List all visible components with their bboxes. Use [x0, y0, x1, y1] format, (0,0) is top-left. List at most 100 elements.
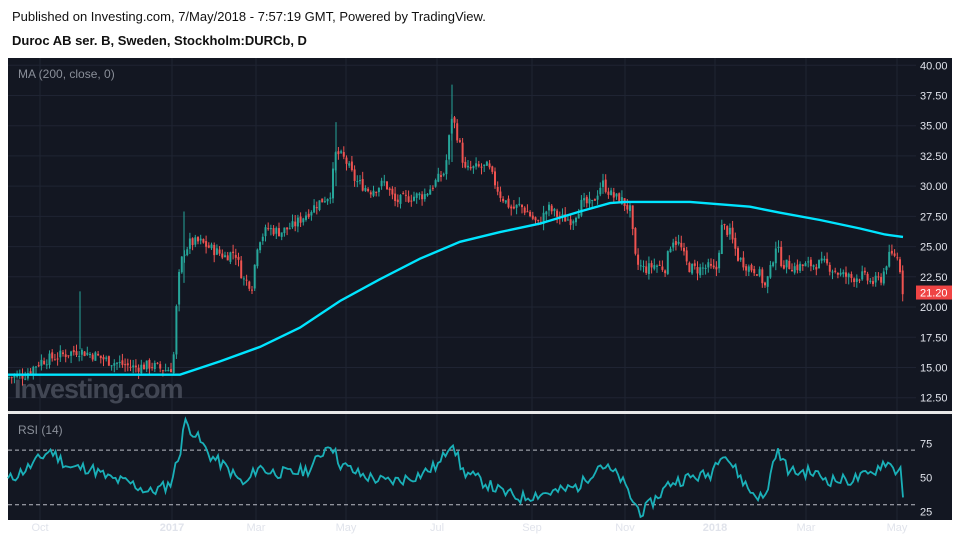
candle-body	[377, 187, 380, 193]
candle-body	[812, 265, 815, 267]
candle-body	[340, 151, 343, 153]
candle-body	[151, 367, 154, 369]
candle-body	[275, 227, 278, 234]
candle-body	[380, 180, 383, 187]
candle-body	[124, 364, 127, 366]
candle-body	[639, 265, 642, 267]
time-tick-label: May	[887, 522, 908, 534]
chart-background	[8, 58, 952, 520]
candle-body	[56, 358, 59, 360]
candle-body	[13, 375, 16, 378]
candle-body	[161, 370, 164, 372]
candle-body	[785, 259, 788, 268]
candle-body	[750, 264, 753, 271]
candle-body	[396, 199, 399, 203]
candle-body	[191, 238, 194, 246]
candle-body	[458, 140, 461, 142]
candle-body	[853, 278, 856, 283]
candle-body	[480, 166, 483, 168]
candle-body	[561, 214, 564, 217]
candle-body	[426, 193, 429, 196]
candle-body	[461, 142, 464, 163]
candle-body	[121, 360, 124, 365]
candle-body	[394, 193, 397, 202]
candle-body	[774, 248, 777, 264]
candle-body	[888, 251, 891, 267]
candle-body	[469, 166, 472, 169]
candle-body	[318, 200, 321, 210]
candle-body	[718, 252, 721, 269]
candle-body	[769, 265, 772, 278]
rsi-reference-lines	[8, 449, 916, 506]
candle-body	[877, 276, 880, 278]
rsi-tick-label: 75	[920, 438, 932, 450]
candle-body	[283, 227, 286, 234]
time-tick-label: 2017	[160, 522, 184, 534]
time-tick-label: Mar	[247, 522, 266, 534]
candle-body	[278, 228, 280, 237]
candle-body	[580, 199, 583, 216]
candle-body	[791, 270, 793, 272]
candle-body	[391, 188, 394, 195]
candle-body	[834, 270, 837, 272]
published-caption: Published on Investing.com, 7/May/2018 -…	[12, 9, 486, 24]
candle-body	[688, 262, 691, 273]
candle-body	[431, 187, 434, 189]
candle-body	[499, 191, 502, 198]
candle-body	[880, 277, 883, 283]
candle-body	[21, 375, 24, 379]
candle-body	[545, 211, 548, 215]
price-tick-label: 35.00	[920, 121, 948, 133]
candle-body	[48, 353, 51, 365]
candle-body	[118, 362, 121, 364]
candle-body	[637, 254, 640, 265]
price-grid	[8, 58, 916, 411]
candle-body	[674, 241, 677, 245]
candle-body	[569, 219, 572, 226]
candle-body	[372, 190, 375, 196]
candle-body	[620, 197, 623, 204]
candle-body	[80, 349, 83, 355]
candle-body	[699, 267, 702, 276]
candle-body	[669, 248, 672, 253]
candle-body	[35, 366, 37, 368]
candle-body	[731, 227, 734, 240]
candle-body	[156, 362, 159, 364]
rsi-tick-label: 50	[920, 472, 932, 484]
candle-body	[680, 242, 683, 248]
candle-body	[526, 211, 529, 213]
candle-body	[828, 264, 831, 272]
candle-body	[62, 352, 64, 354]
candle-body	[502, 198, 505, 202]
candle-body	[745, 266, 748, 271]
candle-body	[350, 161, 353, 171]
candle-body	[874, 275, 877, 283]
candle-body	[615, 193, 618, 197]
candle-body	[226, 255, 229, 261]
candle-body	[801, 264, 804, 267]
candle-body	[515, 204, 518, 208]
candle-body	[315, 207, 318, 209]
candle-body	[777, 246, 780, 248]
candle-body	[453, 117, 456, 123]
candle-body	[348, 163, 351, 166]
candle-body	[583, 198, 586, 201]
candle-body	[202, 239, 205, 243]
candle-body	[726, 226, 729, 235]
candle-body	[367, 188, 370, 192]
candle-body	[739, 257, 742, 260]
price-tick-label: 27.50	[920, 211, 948, 223]
time-tick-label: Jul	[430, 522, 444, 534]
candle-body	[445, 160, 448, 175]
candle-body	[248, 281, 251, 289]
candle-body	[599, 187, 602, 195]
candle-body	[383, 181, 386, 183]
candle-body	[94, 352, 97, 361]
candle-body	[342, 152, 345, 157]
price-tick-label: 20.00	[920, 302, 948, 314]
candle-body	[494, 171, 496, 186]
candle-body	[345, 157, 348, 164]
candle-body	[656, 265, 658, 267]
candle-body	[521, 204, 523, 208]
candle-body	[321, 198, 324, 203]
